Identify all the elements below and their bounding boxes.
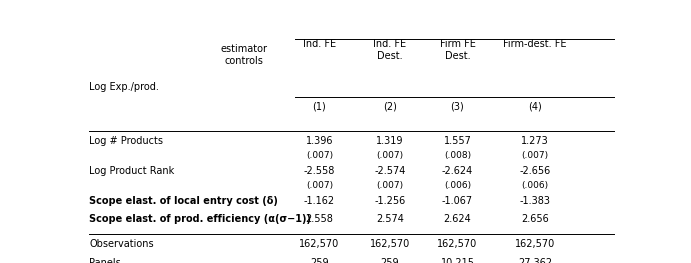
Text: -2.574: -2.574 <box>375 166 406 176</box>
Text: 162,570: 162,570 <box>299 239 339 249</box>
Text: 162,570: 162,570 <box>370 239 410 249</box>
Text: (.006): (.006) <box>444 181 471 190</box>
Text: -1.067: -1.067 <box>442 196 473 206</box>
Text: -1.256: -1.256 <box>375 196 406 206</box>
Text: -1.162: -1.162 <box>304 196 335 206</box>
Text: -2.656: -2.656 <box>520 166 551 176</box>
Text: -1.383: -1.383 <box>520 196 551 206</box>
Text: 2.624: 2.624 <box>444 214 471 224</box>
Text: 1.319: 1.319 <box>377 136 404 146</box>
Text: 2.656: 2.656 <box>521 214 549 224</box>
Text: Scope elast. of local entry cost (δ): Scope elast. of local entry cost (δ) <box>89 196 278 206</box>
Text: 259: 259 <box>310 258 329 263</box>
Text: (3): (3) <box>451 102 464 112</box>
Text: 259: 259 <box>381 258 399 263</box>
Text: (.007): (.007) <box>305 151 333 160</box>
Text: Panels: Panels <box>89 258 121 263</box>
Text: (.007): (.007) <box>377 151 404 160</box>
Text: 162,570: 162,570 <box>515 239 556 249</box>
Text: 10,215: 10,215 <box>440 258 475 263</box>
Text: (.008): (.008) <box>444 151 471 160</box>
Text: (.007): (.007) <box>377 181 404 190</box>
Text: Observations: Observations <box>89 239 153 249</box>
Text: Ind. FE
Dest.: Ind. FE Dest. <box>373 39 406 61</box>
Text: 2.574: 2.574 <box>376 214 404 224</box>
Text: (4): (4) <box>529 102 542 112</box>
Text: Firm FE
Dest.: Firm FE Dest. <box>439 39 475 61</box>
Text: 1.557: 1.557 <box>444 136 471 146</box>
Text: Log Product Rank: Log Product Rank <box>89 166 174 176</box>
Text: 162,570: 162,570 <box>437 239 477 249</box>
Text: (1): (1) <box>312 102 326 112</box>
Text: (.006): (.006) <box>522 181 549 190</box>
Text: Scope elast. of prod. efficiency (α(σ−1)): Scope elast. of prod. efficiency (α(σ−1)… <box>89 214 311 224</box>
Text: Log # Products: Log # Products <box>89 136 163 146</box>
Text: (2): (2) <box>383 102 397 112</box>
Text: Log Exp./prod.: Log Exp./prod. <box>89 82 159 92</box>
Text: Firm-dest. FE: Firm-dest. FE <box>504 39 567 49</box>
Text: (.007): (.007) <box>305 181 333 190</box>
Text: 1.273: 1.273 <box>521 136 549 146</box>
Text: (.007): (.007) <box>522 151 549 160</box>
Text: -2.624: -2.624 <box>442 166 473 176</box>
Text: 2.558: 2.558 <box>305 214 333 224</box>
Text: Ind. FE: Ind. FE <box>303 39 336 49</box>
Text: estimator
controls: estimator controls <box>221 44 268 66</box>
Text: 27,362: 27,362 <box>518 258 552 263</box>
Text: 1.396: 1.396 <box>305 136 333 146</box>
Text: -2.558: -2.558 <box>303 166 335 176</box>
